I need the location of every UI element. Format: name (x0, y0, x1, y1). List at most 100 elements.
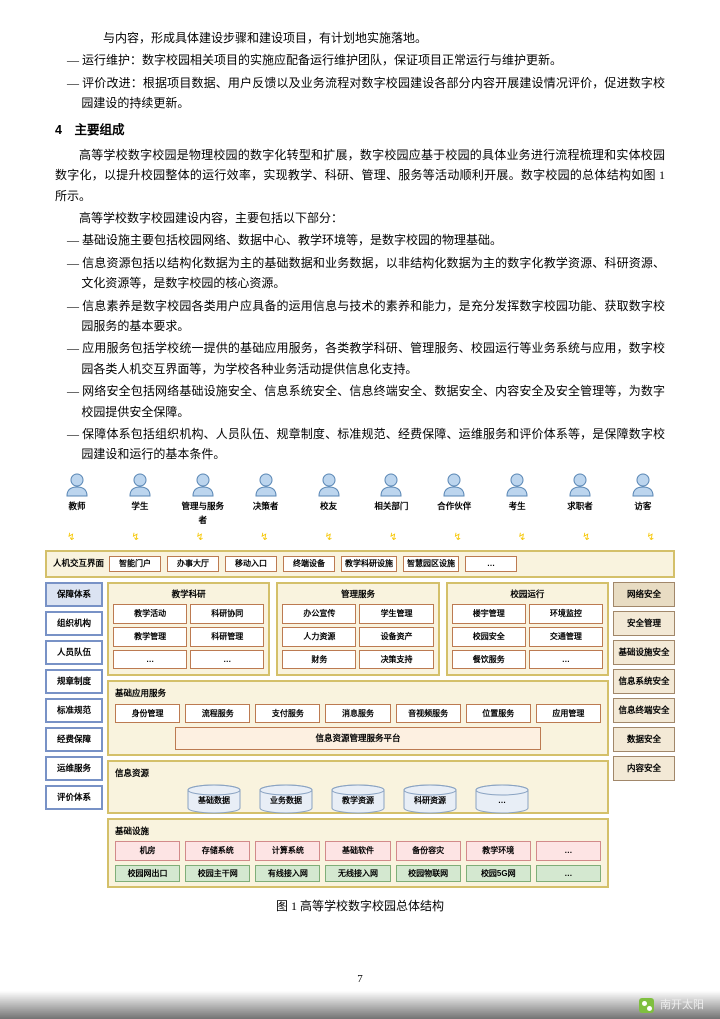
hmi-items: 智能门户办事大厅移动入口终端设备教学科研设施智慧园区设施 … (109, 556, 667, 572)
wechat-icon (639, 998, 654, 1013)
service-cell: … (529, 650, 603, 670)
actor: 合作伙伴 (430, 473, 478, 528)
zigzag-icon: ↯ (389, 529, 395, 546)
service-row: 教学科研教学活动科研协同教学管理科研管理……管理服务办公宣传学生管理人力资源设备… (107, 582, 609, 676)
zigzag-icon: ↯ (67, 529, 73, 546)
data-cylinder: 业务数据 (255, 784, 317, 808)
base-app-cell: 音视频服务 (396, 704, 461, 724)
hmi-cell: 智能门户 (109, 556, 161, 572)
service-cell: 楼宇管理 (452, 604, 526, 624)
base-app-layer: 基础应用服务 身份管理流程服务支付服务消息服务音视频服务位置服务应用管理 信息资… (107, 680, 609, 755)
page-number: 7 (0, 970, 720, 989)
actor: 考生 (493, 473, 541, 528)
network-cell: … (536, 865, 601, 883)
actor: 管理与服务者 (179, 473, 227, 528)
service-cell: 环境监控 (529, 604, 603, 624)
security-item: 信息终端安全 (613, 698, 675, 723)
zigzag-icon: ↯ (196, 529, 202, 546)
network-cell: 校园5G网 (466, 865, 531, 883)
architecture-diagram: 教师学生管理与服务者决策者校友相关部门合作伙伴考生求职者访客 ↯ ↯ ↯ ↯ ↯ ↯ ↯ ↯ ↯… (45, 473, 675, 889)
security-item: 安全管理 (613, 611, 675, 636)
infra-cell: 计算系统 (255, 841, 320, 861)
infrastructure-layer: 基础设施 机房存储系统计算系统基础软件备份容灾教学环境… 校园网出口校园主干网有… (107, 818, 609, 889)
zigzag-icon: ↯ (518, 529, 524, 546)
component-list: 基础设施主要包括校园网络、数据中心、教学环境等，是数字校园的物理基础。 信息资源… (55, 230, 665, 464)
network-cell: 校园主干网 (185, 865, 250, 883)
service-cell: 教学管理 (113, 627, 187, 647)
section-heading: 4 主要组成 (55, 120, 665, 141)
base-app-cell: 流程服务 (185, 704, 250, 724)
info-resource-layer: 信息资源 基础数据业务数据教学资源科研资源… (107, 760, 609, 814)
list-item: 网络安全包括网络基础设施安全、信息系统安全、信息终端安全、数据安全、内容安全及安… (55, 381, 665, 422)
hmi-layer: 人机交互界面 智能门户办事大厅移动入口终端设备教学科研设施智慧园区设施… (45, 550, 675, 578)
hmi-cell: … (465, 556, 517, 572)
actor: 决策者 (242, 473, 290, 528)
infra-cell: 教学环境 (466, 841, 531, 861)
top-list: 运行维护：数字校园相关项目的实施应配备运行维护团队，保证项目正常运行与维护更新。… (55, 50, 665, 113)
footer-bar: 南开太阳 (0, 991, 720, 1019)
base-app-cell: 身份管理 (115, 704, 180, 724)
list-item: 运行维护：数字校园相关项目的实施应配备运行维护团队，保证项目正常运行与维护更新。 (55, 50, 665, 70)
service-cell: 决策支持 (359, 650, 433, 670)
base-app-cells: 身份管理流程服务支付服务消息服务音视频服务位置服务应用管理 (115, 704, 601, 724)
security-item: 数据安全 (613, 727, 675, 752)
service-cell: 教学活动 (113, 604, 187, 624)
support-item: 经费保障 (45, 727, 103, 752)
service-cell: 设备资产 (359, 627, 433, 647)
support-item: 标准规范 (45, 698, 103, 723)
intro-para: 与内容，形成具体建设步骤和建设项目，有计划地实施落地。 (55, 28, 665, 48)
network-cell: 校园网出口 (115, 865, 180, 883)
infra-cells: 机房存储系统计算系统基础软件备份容灾教学环境… (115, 841, 601, 861)
support-item: 组织机构 (45, 611, 103, 636)
network-cell: 无线接入网 (325, 865, 390, 883)
connector-row: ↯↯↯↯↯↯↯↯↯↯ (45, 529, 675, 546)
service-cell: 人力资源 (282, 627, 356, 647)
infra-cell: 机房 (115, 841, 180, 861)
middle-column: 教学科研教学活动科研协同教学管理科研管理……管理服务办公宣传学生管理人力资源设备… (107, 582, 609, 888)
hmi-cell: 智慧园区设施 (403, 556, 459, 572)
actors-row: 教师学生管理与服务者决策者校友相关部门合作伙伴考生求职者访客 (45, 473, 675, 528)
hmi-cell: 教学科研设施 (341, 556, 397, 572)
document-page: 与内容，形成具体建设步骤和建设项目，有计划地实施落地。 运行维护：数字校园相关项… (0, 0, 720, 1019)
zigzag-icon: ↯ (453, 529, 459, 546)
zigzag-icon: ↯ (647, 529, 653, 546)
footer-text: 南开太阳 (660, 996, 704, 1015)
base-app-cell: 支付服务 (255, 704, 320, 724)
service-cell: 餐饮服务 (452, 650, 526, 670)
data-cylinder: 教学资源 (327, 784, 389, 808)
hmi-cell: 终端设备 (283, 556, 335, 572)
infra-title: 基础设施 (115, 824, 601, 838)
cylinder-row: 基础数据业务数据教学资源科研资源… (115, 784, 601, 808)
list-item: 信息资源包括以结构化数据为主的基础数据和业务数据，以非结构化数据为主的数字化教学… (55, 253, 665, 294)
zigzag-icon: ↯ (131, 529, 137, 546)
infra-cell: 存储系统 (185, 841, 250, 861)
support-item: 评价体系 (45, 785, 103, 810)
zigzag-icon: ↯ (260, 529, 266, 546)
support-item: 人员队伍 (45, 640, 103, 665)
data-cylinder: 基础数据 (183, 784, 245, 808)
actor: 教师 (53, 473, 101, 528)
security-item: 基础设施安全 (613, 640, 675, 665)
service-cell: 办公宣传 (282, 604, 356, 624)
zigzag-icon: ↯ (582, 529, 588, 546)
list-item: 信息素养是数字校园各类用户应具备的运用信息与技术的素养和能力，是充分发挥数字校园… (55, 296, 665, 337)
service-box: 校园运行楼宇管理环境监控校园安全交通管理餐饮服务… (446, 582, 609, 676)
left-column-support: 保障体系 组织机构人员队伍规章制度标准规范经费保障运维服务评价体系 (45, 582, 103, 888)
infra-cell: 备份容灾 (396, 841, 461, 861)
service-cell: 科研协同 (190, 604, 264, 624)
network-row: 校园网出口校园主干网有线接入网无线接入网校园物联网校园5G网… (115, 865, 601, 883)
service-cell: 交通管理 (529, 627, 603, 647)
network-cell: 有线接入网 (255, 865, 320, 883)
data-cylinder: 科研资源 (399, 784, 461, 808)
hmi-cell: 办事大厅 (167, 556, 219, 572)
hmi-cell: 移动入口 (225, 556, 277, 572)
security-item: 信息系统安全 (613, 669, 675, 694)
actor: 学生 (116, 473, 164, 528)
actor: 求职者 (556, 473, 604, 528)
security-item: 内容安全 (613, 756, 675, 781)
service-cell: … (113, 650, 187, 670)
service-cell: 校园安全 (452, 627, 526, 647)
service-box: 管理服务办公宣传学生管理人力资源设备资产财务决策支持 (276, 582, 439, 676)
infra-cell: … (536, 841, 601, 861)
support-title: 保障体系 (45, 582, 103, 607)
